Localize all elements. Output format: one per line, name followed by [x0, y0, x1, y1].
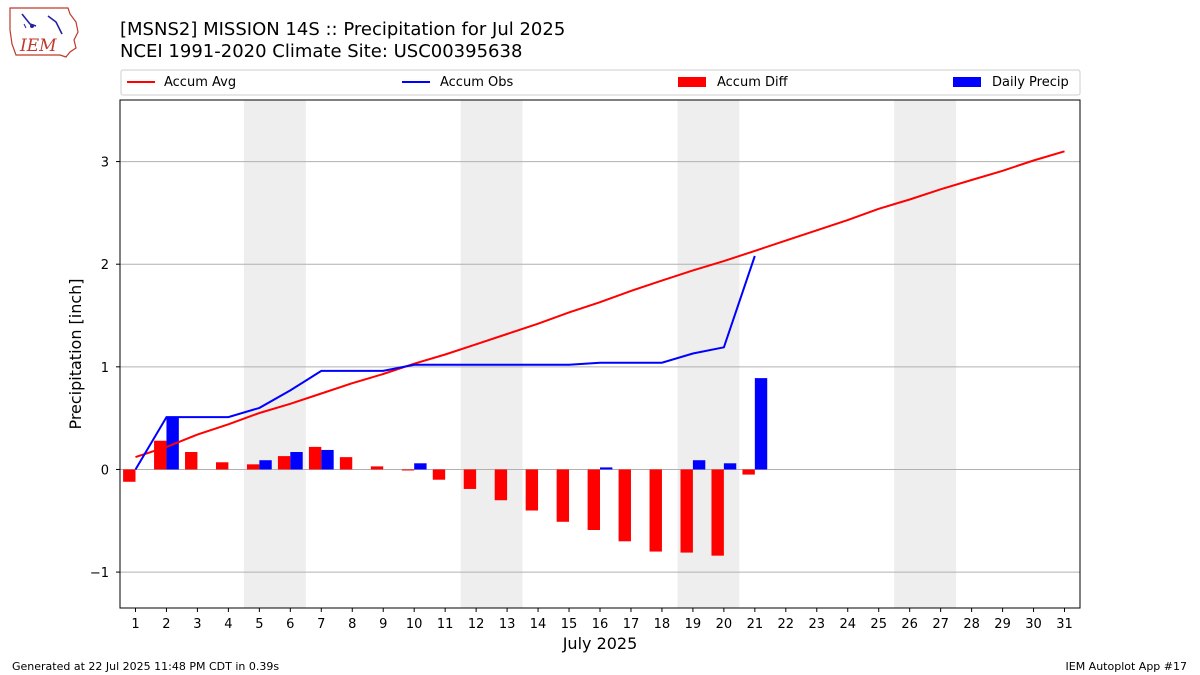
bars — [123, 378, 768, 556]
x-tick-label: 8 — [348, 617, 356, 632]
x-tick-label: 24 — [839, 617, 856, 632]
x-tick-label: 2 — [162, 617, 170, 632]
x-tick-label: 29 — [994, 617, 1011, 632]
x-tick-label: 18 — [654, 617, 671, 632]
accum-diff-bar — [185, 452, 198, 470]
x-tick-label: 27 — [932, 617, 949, 632]
chart-title-line1: [MSNS2] MISSION 14S :: Precipitation for… — [120, 19, 565, 40]
x-tick-label: 11 — [437, 617, 454, 632]
accum-avg-line — [135, 150, 1065, 459]
weekend-band — [460, 100, 523, 608]
accum-diff-bar — [618, 469, 631, 542]
weekend-shading — [243, 100, 957, 608]
legend-label-daily-precip: Daily Precip — [992, 75, 1069, 90]
accum-diff-bar — [587, 469, 600, 531]
footer-app: IEM Autoplot App #17 — [1066, 660, 1188, 673]
x-tick-label: 21 — [747, 617, 764, 632]
accum-diff-bar — [649, 469, 662, 552]
x-tick-label: 30 — [1025, 617, 1042, 632]
x-tick-label: 12 — [468, 617, 485, 632]
legend-swatch-daily-precip — [953, 77, 981, 87]
x-tick-label: 10 — [406, 617, 423, 632]
axis-ticks: 1 2 3 4 5 6 7 8 9 10 11 12 13 14 15 16 17 18 19 20 21 22 23 24 2… — [90, 156, 1073, 632]
legend-frame — [120, 69, 1081, 96]
daily-precip-bar — [600, 467, 613, 470]
x-tick-label: 9 — [379, 617, 387, 632]
daily-precip-bar — [754, 378, 768, 470]
x-tick-label: 31 — [1056, 617, 1073, 632]
x-tick-label: 5 — [255, 617, 263, 632]
x-tick-label: 17 — [623, 617, 640, 632]
weekend-band — [894, 100, 957, 608]
accum-diff-bar — [463, 469, 477, 489]
x-tick-label: 16 — [592, 617, 609, 632]
x-tick-label: 25 — [870, 617, 887, 632]
accum-diff-bar — [308, 446, 322, 470]
legend-label-accum-avg: Accum Avg — [164, 75, 236, 90]
daily-precip-bar — [723, 463, 737, 470]
accum-diff-bar — [401, 469, 415, 471]
x-axis-label: July 2025 — [562, 634, 638, 653]
daily-precip-bar — [166, 417, 179, 470]
x-tick-label: 14 — [530, 617, 547, 632]
accum-diff-bar — [339, 457, 353, 470]
chart-title-line2: NCEI 1991-2020 Climate Site: USC00395638 — [120, 41, 522, 62]
x-tick-label: 1 — [131, 617, 139, 632]
x-tick-label: 4 — [224, 617, 232, 632]
x-tick-label: 19 — [685, 617, 702, 632]
x-tick-label: 15 — [561, 617, 578, 632]
accum-diff-bar — [525, 469, 539, 511]
iem-logo: IEM — [9, 7, 79, 58]
x-tick-label: 20 — [716, 617, 733, 632]
x-tick-label: 13 — [499, 617, 516, 632]
legend: Accum Avg Accum Obs Accum Diff Daily Pre… — [120, 69, 1081, 96]
x-tick-label: 28 — [963, 617, 980, 632]
x-tick-label: 22 — [778, 617, 795, 632]
daily-precip-bar — [290, 452, 303, 470]
x-tick-label: 6 — [286, 617, 294, 632]
footer-generated: Generated at 22 Jul 2025 11:48 PM CDT in… — [12, 660, 279, 673]
accum-diff-bar — [123, 469, 136, 482]
accum-obs-line — [134, 255, 756, 471]
daily-precip-bar — [414, 463, 427, 470]
y-axis-label: Precipitation [inch] — [66, 278, 85, 429]
y-tick-label: 0 — [101, 463, 109, 478]
accum-diff-bar — [370, 466, 384, 470]
accum-diff-bar — [556, 469, 570, 522]
accum-diff-bar — [277, 456, 291, 470]
accum-diff-bar — [494, 469, 508, 501]
accum-diff-bar — [216, 462, 229, 470]
x-tick-label: 3 — [193, 617, 201, 632]
x-tick-label: 26 — [901, 617, 918, 632]
accum-diff-bar — [711, 469, 724, 556]
accum-diff-bar — [246, 464, 260, 470]
legend-label-accum-diff: Accum Diff — [717, 75, 789, 90]
accum-diff-bar — [432, 469, 446, 480]
accum-diff-bar — [742, 469, 755, 475]
weekend-band — [243, 100, 306, 608]
accum-diff-bar — [154, 440, 167, 470]
x-tick-label: 7 — [317, 617, 325, 632]
y-tick-label: 2 — [101, 258, 109, 273]
accum-diff-bar — [680, 469, 693, 553]
y-tick-label: 3 — [101, 156, 109, 171]
daily-precip-bar — [692, 460, 706, 470]
y-tick-label: −1 — [90, 566, 109, 581]
daily-precip-bar — [321, 449, 334, 470]
legend-swatch-accum-diff — [678, 77, 706, 87]
daily-precip-bar — [259, 460, 272, 470]
y-tick-label: 1 — [101, 361, 109, 376]
lines — [134, 150, 1065, 471]
logo-text: IEM — [19, 36, 57, 56]
legend-label-accum-obs: Accum Obs — [440, 75, 513, 90]
x-tick-label: 23 — [809, 617, 826, 632]
